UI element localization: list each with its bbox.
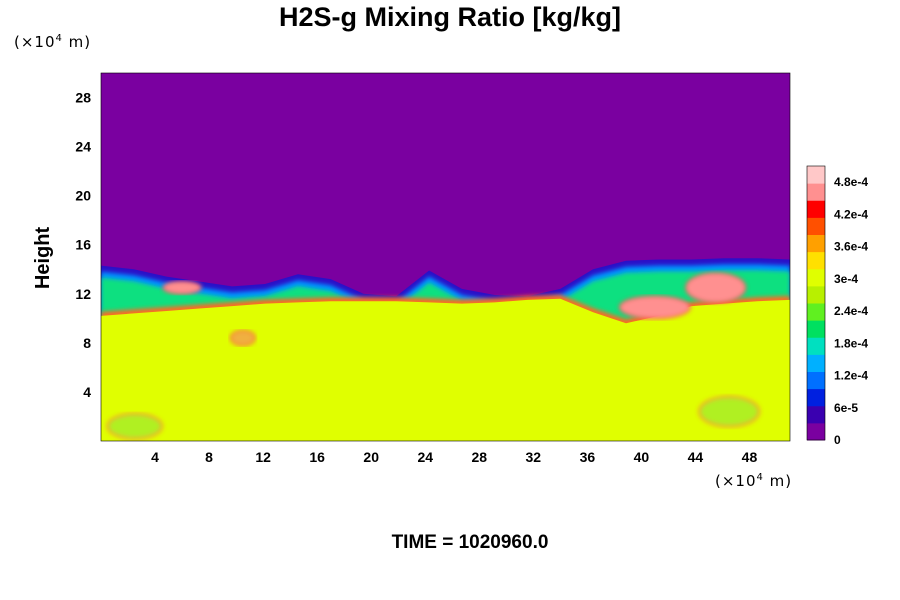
plot-frame (100, 72, 791, 442)
colorbar-segment (807, 285, 825, 304)
x-tick-label: 20 (363, 449, 379, 465)
colorbar-label: 1.8e-4 (834, 336, 868, 350)
y-tick-label: 12 (75, 286, 91, 302)
y-tick-label: 24 (75, 139, 91, 155)
colorbar-label: 2.4e-4 (834, 304, 868, 318)
y-tick-label: 16 (75, 237, 91, 253)
x-tick-label: 12 (255, 449, 271, 465)
x-tick-label: 24 (417, 449, 433, 465)
y-axis-label: Height (32, 227, 54, 290)
y-tick-label: 28 (75, 90, 91, 106)
high-value-blob-east (685, 272, 747, 304)
colorbar-segment (807, 251, 825, 270)
colorbar-label: 6e-5 (834, 401, 858, 415)
colorbar: 0 6e-5 1.2e-4 1.8e-4 2.4e-4 3e-4 3.6e-4 4.2e-4 4… (806, 165, 868, 447)
eddy-blob (229, 329, 256, 347)
colorbar-segment (807, 234, 825, 253)
colorbar-segment (807, 320, 825, 338)
colorbar-segment (807, 183, 825, 201)
colorbar-segment (807, 388, 825, 407)
colorbar-segment (807, 200, 825, 218)
colorbar-label: 3e-4 (834, 272, 858, 286)
lower-region (101, 298, 790, 441)
colorbar-label: 4.2e-4 (834, 207, 868, 221)
x-tick-label: 8 (205, 449, 213, 465)
chart-title: H2S-g Mixing Ratio [kg/kg] (278, 2, 621, 32)
x-tick-label: 48 (742, 449, 758, 465)
x-axis-unit: (×104 m) (715, 472, 793, 490)
high-value-blob-mid (619, 295, 691, 320)
colorbar-segment (807, 217, 825, 235)
low-region-patch (698, 396, 760, 428)
time-label: TIME = 1020960.0 (391, 532, 549, 553)
x-tick-label: 16 (309, 449, 325, 465)
colorbar-label: 3.6e-4 (834, 240, 868, 254)
colorbar-segment (807, 337, 825, 355)
colorbar-segment (807, 268, 825, 287)
x-tick-label: 28 (471, 449, 487, 465)
high-value-blob-west (162, 280, 202, 295)
colorbar-label: 4.8e-4 (834, 175, 868, 189)
y-tick-label: 4 (83, 384, 91, 400)
colorbar-segment (807, 405, 825, 424)
y-axis-unit: (×104 m) (14, 33, 92, 51)
x-tick-label: 4 (151, 449, 159, 465)
plot-area (101, 73, 790, 441)
colorbar-label: 1.2e-4 (834, 369, 868, 383)
colorbar-segment (807, 354, 825, 372)
y-tick-label: 8 (83, 335, 91, 351)
colorbar-segment (807, 166, 825, 184)
colorbar-segment (807, 371, 825, 390)
colorbar-frame (806, 165, 826, 441)
colorbar-segment (807, 422, 825, 441)
colorbar-label: 0 (834, 433, 841, 447)
x-tick-label: 32 (526, 449, 542, 465)
y-tick-label: 20 (75, 188, 91, 204)
low-region-patch-west (107, 413, 163, 440)
x-tick-label: 40 (634, 449, 650, 465)
x-tick-label: 36 (580, 449, 596, 465)
x-tick-label: 44 (688, 449, 704, 465)
colorbar-segment (807, 303, 825, 321)
